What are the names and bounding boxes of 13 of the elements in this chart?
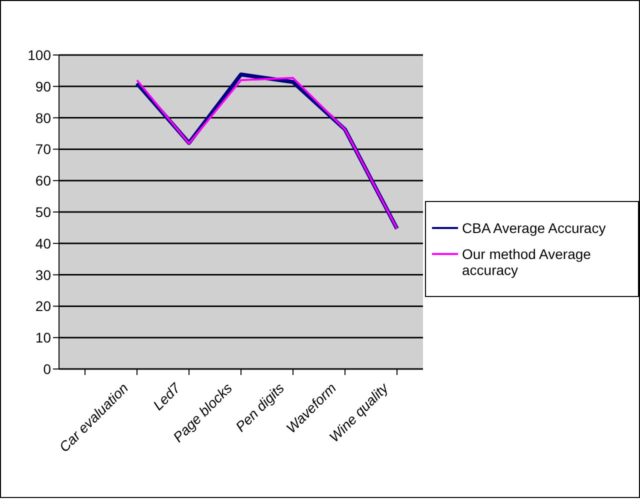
- y-tick-label: 0: [43, 360, 52, 377]
- y-tick-label: 80: [35, 110, 52, 126]
- y-tick-label: 70: [35, 141, 52, 158]
- y-tick-label: 20: [35, 298, 52, 314]
- y-tick-label: 40: [35, 235, 52, 252]
- legend-label: Our method Average accuracy: [462, 246, 592, 278]
- legend-label: CBA Average Accuracy: [462, 220, 606, 236]
- y-tick-label: 60: [35, 172, 52, 189]
- y-tick-label: 100: [28, 46, 52, 63]
- y-tick-label: 30: [35, 266, 52, 283]
- y-tick-label: 10: [35, 330, 52, 346]
- y-tick-label: 50: [35, 204, 52, 220]
- y-tick-label: 90: [35, 78, 52, 94]
